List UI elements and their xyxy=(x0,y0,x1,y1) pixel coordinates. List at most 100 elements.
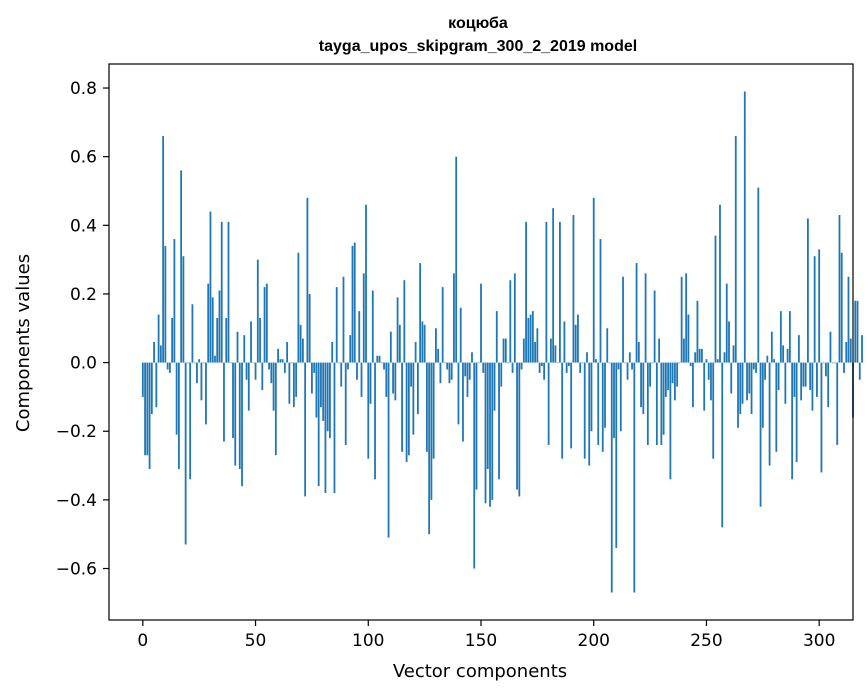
bar-85 xyxy=(333,362,336,494)
bar-8 xyxy=(159,345,162,363)
bar-308 xyxy=(836,362,839,445)
bar-292 xyxy=(800,362,803,401)
y-axis-label: Components values xyxy=(13,254,34,432)
y-tick-label: −0.6 xyxy=(56,560,97,580)
bar-71 xyxy=(301,338,304,363)
bar-195 xyxy=(581,362,584,364)
bar-214 xyxy=(624,362,627,364)
bar-30 xyxy=(209,211,212,363)
bar-202 xyxy=(597,362,600,445)
bar-256 xyxy=(719,204,721,363)
bar-124 xyxy=(421,321,424,363)
bar-165 xyxy=(513,273,516,363)
bar-42 xyxy=(236,331,239,363)
bar-306 xyxy=(831,362,834,364)
bar-100 xyxy=(367,362,370,459)
bar-61 xyxy=(279,359,282,363)
x-tick-label: 200 xyxy=(578,631,610,651)
bar-276 xyxy=(764,362,766,380)
x-tick-label: 50 xyxy=(245,631,267,651)
bar-305 xyxy=(829,331,832,363)
bar-46 xyxy=(245,362,248,380)
bar-271 xyxy=(752,362,755,370)
bar-31 xyxy=(211,297,214,363)
bar-230 xyxy=(660,362,663,445)
bar-112 xyxy=(394,362,397,401)
bar-192 xyxy=(574,324,577,363)
bar-285 xyxy=(784,362,787,404)
bar-199 xyxy=(590,362,593,432)
bar-216 xyxy=(628,352,631,363)
bar-24 xyxy=(196,362,198,384)
bar-99 xyxy=(365,204,367,363)
bar-28 xyxy=(205,362,207,425)
bar-126 xyxy=(425,362,428,452)
bar-53 xyxy=(261,362,264,391)
bar-51 xyxy=(256,259,259,363)
bar-41 xyxy=(234,362,237,466)
bar-86 xyxy=(335,287,338,363)
bar-282 xyxy=(777,362,780,391)
bar-154 xyxy=(489,362,491,507)
bar-245 xyxy=(694,352,697,363)
bar-87 xyxy=(338,362,340,364)
y-tick-label: 0.6 xyxy=(70,148,97,168)
bar-163 xyxy=(509,280,512,363)
y-tick-label: 0.0 xyxy=(70,354,97,374)
bar-9 xyxy=(162,136,165,363)
bar-177 xyxy=(540,362,543,367)
bar-284 xyxy=(782,345,785,363)
bar-203 xyxy=(599,239,602,363)
bar-248 xyxy=(701,348,703,363)
bar-148 xyxy=(475,362,478,490)
bar-82 xyxy=(326,362,329,432)
bar-25 xyxy=(198,359,201,363)
bar-223 xyxy=(644,273,647,363)
bar-134 xyxy=(444,362,446,364)
bar-299 xyxy=(816,362,818,397)
bar-176 xyxy=(538,362,541,373)
bar-103 xyxy=(374,362,376,480)
x-axis-label: Vector components xyxy=(393,661,567,682)
bar-75 xyxy=(311,362,313,394)
bar-247 xyxy=(698,348,701,363)
bar-235 xyxy=(671,362,674,384)
bar-277 xyxy=(766,355,769,363)
bar-288 xyxy=(791,362,794,480)
bar-102 xyxy=(371,290,374,363)
bar-127 xyxy=(428,362,431,535)
bar-171 xyxy=(527,317,530,363)
bar-77 xyxy=(315,362,318,418)
bar-196 xyxy=(583,362,586,459)
bar-180 xyxy=(547,362,550,445)
bar-209 xyxy=(613,362,615,439)
bar-18 xyxy=(182,256,185,363)
bar-52 xyxy=(259,317,261,363)
x-tick-label: 300 xyxy=(803,631,835,651)
bar-90 xyxy=(344,362,347,445)
bar-128 xyxy=(430,362,433,500)
bar-79 xyxy=(320,362,322,408)
bar-309 xyxy=(838,215,841,363)
bar-194 xyxy=(579,362,582,373)
bar-297 xyxy=(811,362,814,411)
bar-56 xyxy=(268,362,270,370)
bar-21 xyxy=(189,362,192,480)
bar-33 xyxy=(216,317,219,363)
bar-93 xyxy=(351,245,354,363)
bar-290 xyxy=(795,362,798,463)
bar-162 xyxy=(507,362,509,364)
bar-295 xyxy=(807,218,809,363)
bar-92 xyxy=(349,335,352,363)
bar-198 xyxy=(588,362,591,466)
bar-244 xyxy=(692,362,694,408)
bar-55 xyxy=(265,283,268,363)
bar-58 xyxy=(272,362,275,411)
bar-186 xyxy=(561,362,564,459)
bar-294 xyxy=(804,362,807,387)
bar-80 xyxy=(322,362,325,421)
bar-291 xyxy=(797,335,800,363)
bar-182 xyxy=(552,208,555,363)
bar-289 xyxy=(793,362,796,397)
bar-13 xyxy=(171,317,174,363)
